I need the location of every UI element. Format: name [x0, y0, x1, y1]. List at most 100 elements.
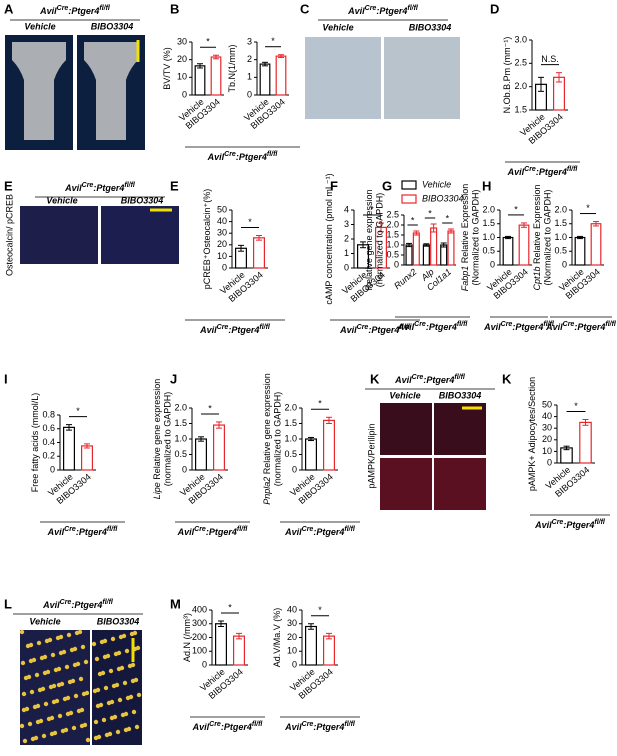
y-tick-label: 50 [217, 204, 227, 214]
bar [518, 224, 530, 266]
y-axis-label: Cpt1b Relative Expression [532, 184, 542, 290]
y-tick-label: 40 [287, 604, 297, 614]
adipocyte-dot [52, 730, 58, 736]
adipocyte-dot [47, 637, 53, 643]
stain-label: pAMPK/Perilipin [366, 423, 376, 488]
y-tick-label: 2.0 [514, 81, 527, 91]
adipocyte-dot [134, 724, 140, 730]
adipocyte-dot [135, 645, 141, 651]
bar [323, 419, 336, 471]
adipocyte-dot [19, 629, 25, 635]
adipocyte-dot [116, 650, 122, 656]
y-tick-label: 0.4 [42, 437, 55, 447]
adipocyte-dot [96, 734, 102, 740]
sig-label: * [446, 213, 450, 223]
micrograph [101, 206, 179, 264]
y-tick-label: 3.0 [514, 34, 527, 44]
adipocyte-dot [95, 687, 101, 693]
adipocyte-dot [42, 654, 48, 660]
y-tick-label: 300 [192, 618, 207, 628]
adipocyte-dot [93, 719, 99, 725]
adipocyte-dot [108, 668, 114, 674]
y-tick-label: 3 [247, 36, 252, 46]
y-tick-label: 1.5 [174, 418, 187, 428]
genotype-sup: fl/fl [605, 321, 617, 328]
bar [405, 244, 413, 266]
adipocyte-dot [34, 672, 40, 678]
y-tick-label: 1.5 [554, 218, 567, 228]
genotype-sup: Cre [57, 5, 69, 12]
genotype-part: :Ptger4 [423, 375, 454, 385]
legend-label: Vehicle [422, 179, 451, 189]
y-axis-label-gene: Fabp1 [460, 266, 470, 292]
adipocyte-dot [79, 707, 85, 713]
genotype-sup: Cre [302, 721, 314, 728]
micrograph [380, 458, 432, 510]
adipocyte-dot [136, 692, 142, 698]
adipocyte-dot [117, 697, 123, 703]
adipocyte-dot [130, 662, 136, 668]
y-tick-label: 0.5 [386, 249, 399, 259]
adipocyte-dot [31, 657, 37, 663]
legend-swatch [401, 194, 417, 204]
genotype-part: :Ptger4 [313, 722, 344, 732]
adipocyte-dot [77, 629, 83, 635]
sig-label: * [318, 399, 322, 409]
genotype-label: AvilCre:Ptger4fl/fl [507, 166, 579, 178]
sig-label: * [514, 204, 518, 214]
adipocyte-dot [110, 636, 116, 642]
genotype-part: Avil [42, 600, 60, 610]
adipocyte-dot [49, 715, 55, 721]
genotype-label: AvilCre:Ptger4fl/fl [207, 151, 279, 163]
bar [579, 421, 592, 464]
genotype-sup: Cre [82, 182, 94, 189]
genotype-sup: fl/fl [237, 526, 249, 533]
genotype-part: :Ptger4 [68, 6, 99, 16]
y-axis-label-2: (Normalized to GAPDH) [470, 189, 480, 285]
bar [195, 438, 208, 471]
genotype-sup: Cre [209, 721, 221, 728]
adipocyte-dot [38, 718, 44, 724]
bar [253, 237, 266, 269]
genotype-sup: fl/fl [252, 721, 264, 728]
genotype-sup: fl/fl [107, 526, 119, 533]
genotype-part: :Ptger4 [221, 722, 252, 732]
adipocyte-dot [71, 725, 77, 731]
y-tick-label: 1 [344, 248, 349, 258]
y-axis-label-2: (normalized to GAPDH) [374, 193, 384, 288]
genotype-sup: fl/fl [259, 324, 271, 331]
adipocyte-dot [68, 710, 74, 716]
genotype-part: :Ptger4 [426, 322, 457, 332]
x-tick-label: Runx2 [392, 267, 418, 291]
adipocyte-dot [103, 685, 109, 691]
adipocyte-dot [40, 686, 46, 692]
image-label: BIBO3304 [439, 390, 482, 400]
panel-letter: C [300, 1, 310, 16]
adipocyte-dot [109, 699, 115, 705]
panel-letter: I [4, 371, 8, 386]
y-axis-label: Pnpla2 Relative gene expression [262, 373, 272, 505]
y-tick-label: 1.0 [386, 239, 399, 249]
genotype-sup: fl/fl [344, 526, 356, 533]
bar [305, 438, 318, 471]
genotype-sup: fl/fl [407, 5, 419, 12]
adipocyte-dot [82, 722, 88, 728]
y-axis-label: Lipe Relative gene expression [152, 379, 162, 500]
adipocyte-dot [132, 630, 138, 636]
sig-label: * [206, 37, 210, 47]
y-tick-label: 20 [287, 632, 297, 642]
image-label: Vehicle [29, 616, 60, 626]
y-axis-label-text: Relative gene expression [364, 189, 374, 290]
genotype-label: AvilCre:Ptger4fl/fl [483, 321, 555, 333]
genotype-label: AvilCre:Ptger4fl/fl [545, 321, 617, 333]
image-label: Vehicle [24, 21, 55, 31]
y-tick-label: 1.0 [284, 433, 297, 443]
genotype-sup: fl/fl [102, 599, 114, 606]
genotype-sup: Cre [412, 374, 424, 381]
y-tick-label: 2.0 [386, 219, 399, 229]
micrograph [434, 403, 486, 455]
bar [447, 230, 455, 266]
y-axis-label: BV/TV (%) [162, 47, 172, 90]
y-tick-label: 2 [247, 54, 252, 64]
genotype-part: Avil [39, 6, 57, 16]
